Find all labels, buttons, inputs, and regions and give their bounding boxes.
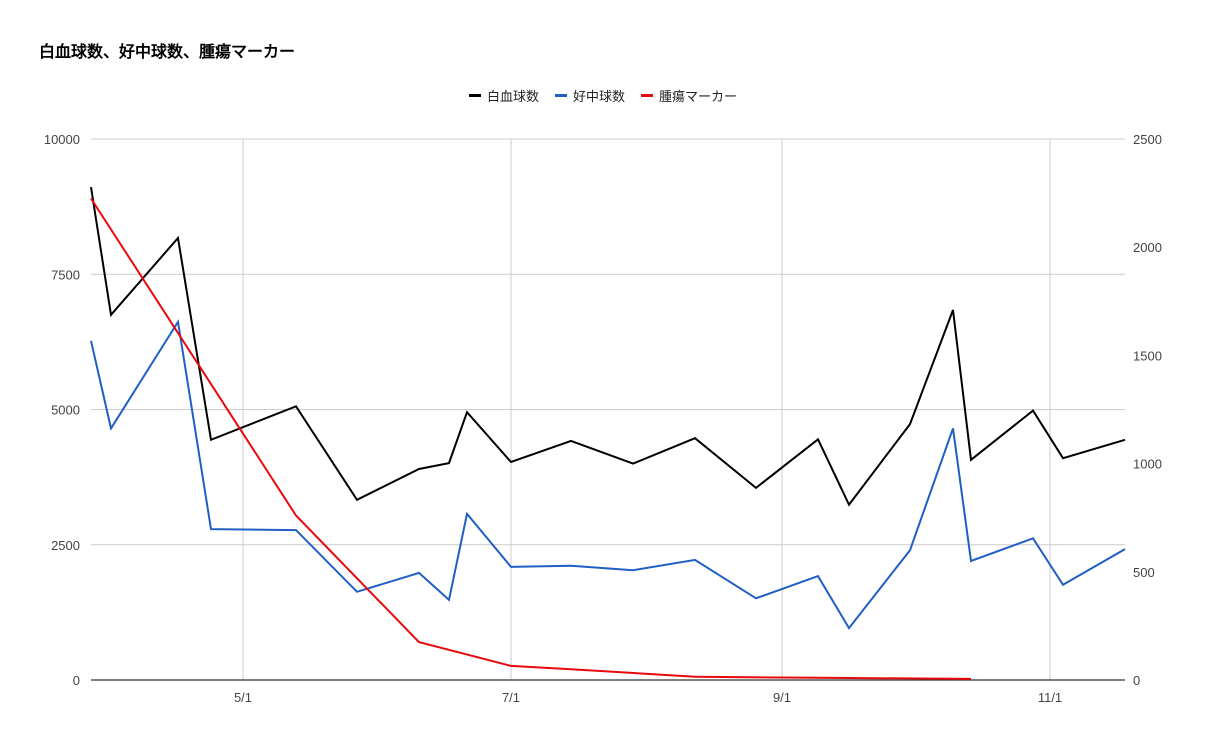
legend-label: 好中球数 bbox=[572, 90, 625, 105]
series-line-tumor-marker[interactable] bbox=[90, 197, 972, 680]
y-right-tick-label: 2000 bbox=[1133, 240, 1162, 255]
x-tick-label: 7/1 bbox=[502, 690, 520, 705]
y-right-tick-label: 500 bbox=[1133, 565, 1155, 580]
series-line-wbc[interactable] bbox=[90, 186, 1126, 507]
legend-item-wbc[interactable]: 白血球数 bbox=[468, 86, 539, 105]
legend-swatch-neutrophil bbox=[554, 94, 567, 97]
x-tick-label: 11/1 bbox=[1038, 690, 1062, 705]
y-right-tick-label: 2500 bbox=[1133, 132, 1162, 147]
x-tick-label: 5/1 bbox=[234, 690, 252, 705]
y-left-tick-label: 7500 bbox=[51, 267, 80, 282]
chart-title: 白血球数、好中球数、腫瘍マーカー bbox=[39, 42, 296, 61]
legend-item-tumor-marker[interactable]: 腫瘍マーカー bbox=[641, 86, 737, 105]
y-right-tick-label: 1000 bbox=[1133, 457, 1162, 472]
legend: 白血球数 好中球数 腫瘍マーカー bbox=[0, 86, 1206, 105]
y-right-tick-label: 1500 bbox=[1133, 348, 1162, 363]
legend-label: 白血球数 bbox=[486, 90, 539, 105]
legend-item-neutrophil[interactable]: 好中球数 bbox=[554, 86, 625, 105]
y-left-tick-label: 0 bbox=[73, 673, 80, 688]
series-line-neutrophil[interactable] bbox=[90, 319, 1126, 630]
legend-label: 腫瘍マーカー bbox=[659, 90, 738, 105]
legend-swatch-tumor-marker bbox=[641, 94, 653, 97]
y-left-tick-label: 5000 bbox=[51, 403, 80, 418]
y-right-tick-label: 0 bbox=[1133, 673, 1140, 688]
legend-swatch-wbc bbox=[468, 94, 481, 97]
y-left-tick-label: 2500 bbox=[51, 538, 80, 553]
x-tick-label: 9/1 bbox=[773, 690, 791, 705]
y-left-tick-label: 10000 bbox=[44, 132, 80, 147]
